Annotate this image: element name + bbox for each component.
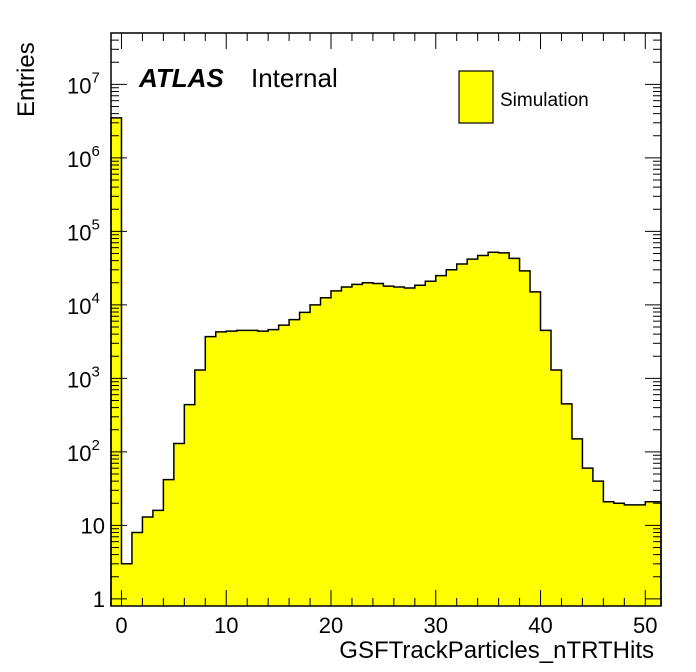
histogram-bin <box>131 532 143 606</box>
histogram-bin <box>414 285 426 606</box>
histogram-bin <box>152 510 164 606</box>
x-tick-label: 30 <box>424 613 448 638</box>
histogram-bin <box>310 304 321 606</box>
histogram-bin <box>498 252 510 607</box>
histogram-bin <box>299 312 311 606</box>
histogram-bin <box>519 270 531 606</box>
histogram-bin <box>111 117 122 606</box>
y-axis-title: Entries <box>13 42 40 117</box>
histogram-bin <box>393 287 405 606</box>
histogram-bin <box>571 438 583 606</box>
histogram-bin <box>488 252 500 606</box>
x-tick-label: 40 <box>528 613 552 638</box>
histogram-bin <box>247 330 259 606</box>
histogram-bars <box>111 117 662 607</box>
histogram-bin <box>163 479 175 606</box>
histogram-bin <box>551 370 562 606</box>
histogram-bin <box>173 443 185 606</box>
histogram-bin <box>404 287 416 606</box>
histogram-bin <box>561 403 573 606</box>
y-tick-label: 10 <box>81 513 105 538</box>
histogram-outline <box>110 117 662 606</box>
atlas-label: ATLAS <box>138 63 224 93</box>
y-tick-label: 104 <box>67 290 100 319</box>
plot-frame <box>110 32 662 607</box>
histogram-bin <box>236 330 248 606</box>
histogram-bin <box>582 468 594 606</box>
histogram-bin <box>278 325 290 606</box>
histogram-bin <box>351 284 363 606</box>
legend-swatch <box>458 70 494 124</box>
x-tick-label: 10 <box>214 613 238 638</box>
histogram-bin <box>634 504 646 606</box>
histogram-bin <box>592 481 604 606</box>
histogram-bin <box>467 259 479 606</box>
histogram-bin <box>320 297 332 606</box>
histogram-bin <box>435 275 447 606</box>
histogram-bin <box>540 330 552 606</box>
histogram-bin <box>613 503 625 606</box>
histogram-bin <box>530 291 541 606</box>
histogram-bin <box>383 286 395 606</box>
histogram-bin <box>142 517 154 606</box>
histogram-bin <box>624 504 636 606</box>
x-tick-label: 50 <box>633 613 657 638</box>
y-tick-label: 106 <box>67 143 100 172</box>
y-tick-label: 107 <box>67 69 100 98</box>
x-axis-title: GSFTrackParticles_nTRTHits <box>339 637 654 664</box>
x-tick-label: 20 <box>319 613 343 638</box>
y-tick-label: 1 <box>93 587 105 612</box>
histogram-bin <box>331 290 342 606</box>
internal-label: Internal <box>251 63 338 93</box>
histogram-bin <box>425 281 437 606</box>
y-tick-label: 102 <box>67 437 100 466</box>
histogram-bin <box>362 282 374 606</box>
y-tick-label: 103 <box>67 363 100 392</box>
histogram-bin <box>184 404 196 606</box>
histogram-bin <box>446 269 458 606</box>
histogram-bin <box>205 336 217 606</box>
histogram-bin <box>477 255 489 606</box>
axis-ticks <box>111 32 661 606</box>
histogram-bin <box>509 258 520 606</box>
histogram-bin <box>645 501 662 606</box>
histogram-bin <box>257 331 269 606</box>
histogram-bin <box>372 283 384 606</box>
histogram-bin <box>215 331 227 606</box>
x-tick-label: 0 <box>115 613 127 638</box>
legend-label: Simulation <box>500 90 589 111</box>
histogram-bin <box>194 370 206 606</box>
y-tick-label: 105 <box>67 216 100 245</box>
tick-labels: 0 10 20 30 40 50 1 10 102 103 104 105 106 107 <box>67 69 658 638</box>
histogram-bin <box>268 329 280 606</box>
histogram-bin <box>456 263 468 606</box>
histogram-bin <box>603 501 615 606</box>
histogram-bin <box>226 331 238 606</box>
histogram-bin <box>121 563 133 606</box>
histogram-bin <box>341 287 353 606</box>
histogram-bin <box>289 319 300 606</box>
